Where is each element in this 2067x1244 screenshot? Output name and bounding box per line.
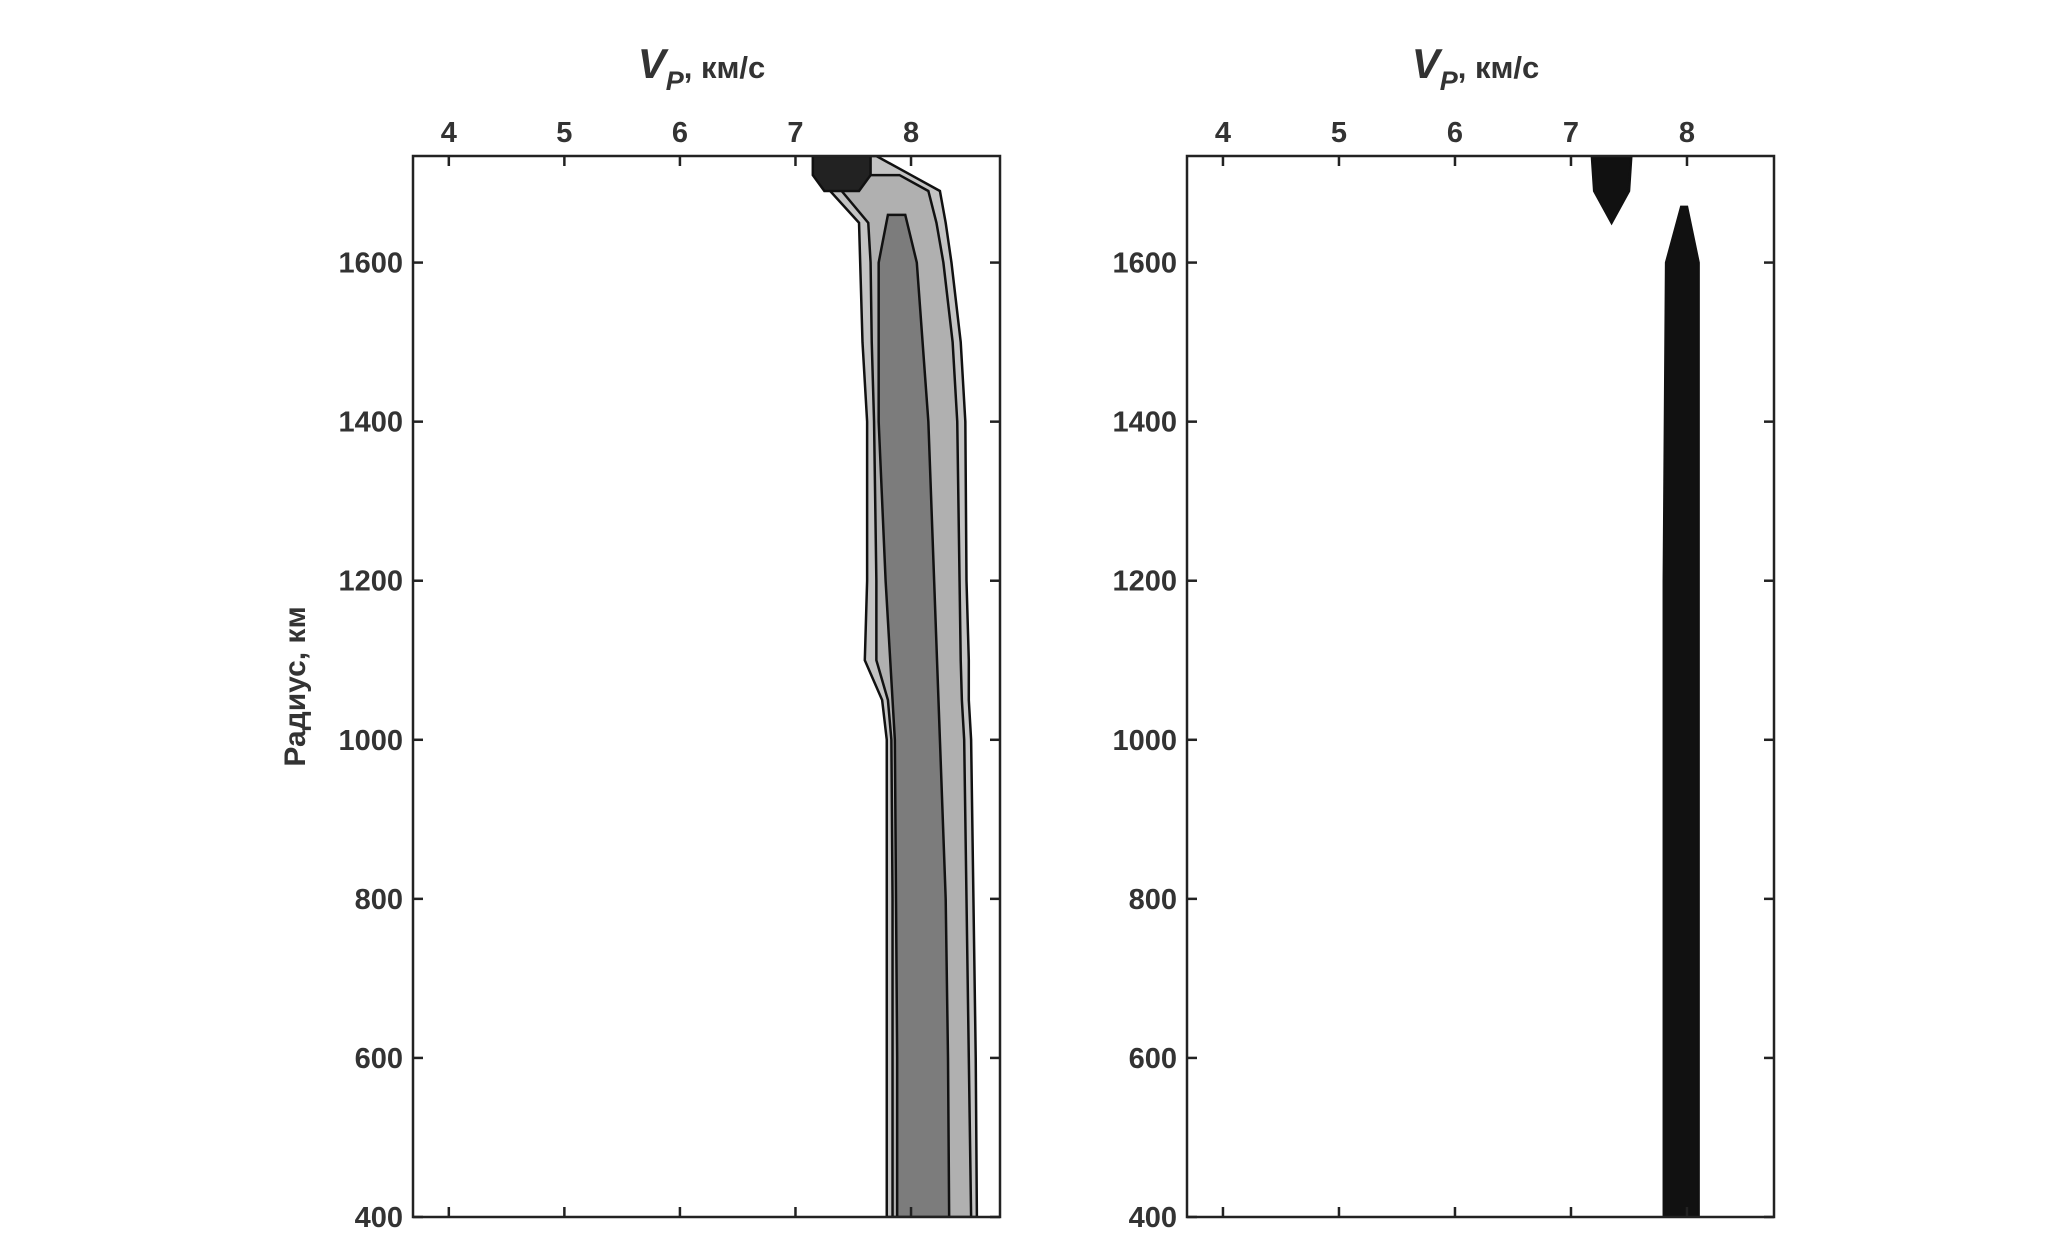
x-tick-label: 7	[1563, 117, 1579, 149]
y-tick-label: 1200	[338, 566, 403, 598]
x-tick-label: 4	[1215, 117, 1231, 149]
density-band	[1590, 156, 1633, 226]
x-tick-label: 5	[556, 117, 572, 149]
y-axis-label: Радиус, км	[279, 606, 312, 766]
density-band	[877, 213, 951, 1217]
x-tick-label: 6	[1447, 117, 1463, 149]
axes-frame	[411, 154, 1002, 1219]
y-tick-label: 1400	[338, 407, 403, 439]
x-tick-label: 8	[1679, 117, 1695, 149]
axis-title: VP, км/с	[638, 40, 766, 96]
title-rest: , км/с	[1458, 50, 1540, 85]
y-tick-label: 400	[1129, 1202, 1177, 1234]
y-tick-label: 1600	[1112, 248, 1177, 280]
y-tick-label: 1200	[1112, 566, 1177, 598]
x-tick-label: 8	[903, 117, 919, 149]
y-tick-label: 400	[355, 1202, 403, 1234]
y-tick-label: 1000	[338, 725, 403, 757]
density-band	[811, 156, 872, 193]
title-sub: P	[1440, 66, 1459, 96]
y-tick-label: 1400	[1112, 407, 1177, 439]
y-tick-label: 800	[1129, 884, 1177, 916]
plot-area	[811, 156, 979, 1217]
density-band	[1662, 205, 1700, 1217]
title-main: V	[1412, 40, 1443, 87]
y-tick-label: 1600	[338, 248, 403, 280]
axis-title: VP, км/с	[1412, 40, 1540, 96]
x-tick-label: 5	[1331, 117, 1347, 149]
y-tick-label: 600	[1129, 1043, 1177, 1075]
x-tick-label: 6	[672, 117, 688, 149]
plot-area	[1590, 156, 1700, 1217]
x-tick-label: 7	[787, 117, 803, 149]
x-tick-label: 4	[441, 117, 457, 149]
y-tick-label: 600	[355, 1043, 403, 1075]
y-tick-label: 1000	[1112, 725, 1177, 757]
title-sub: P	[666, 66, 685, 96]
y-tick-label: 800	[355, 884, 403, 916]
axes-frame	[1185, 154, 1776, 1219]
title-main: V	[638, 40, 669, 87]
title-rest: , км/с	[684, 50, 766, 85]
